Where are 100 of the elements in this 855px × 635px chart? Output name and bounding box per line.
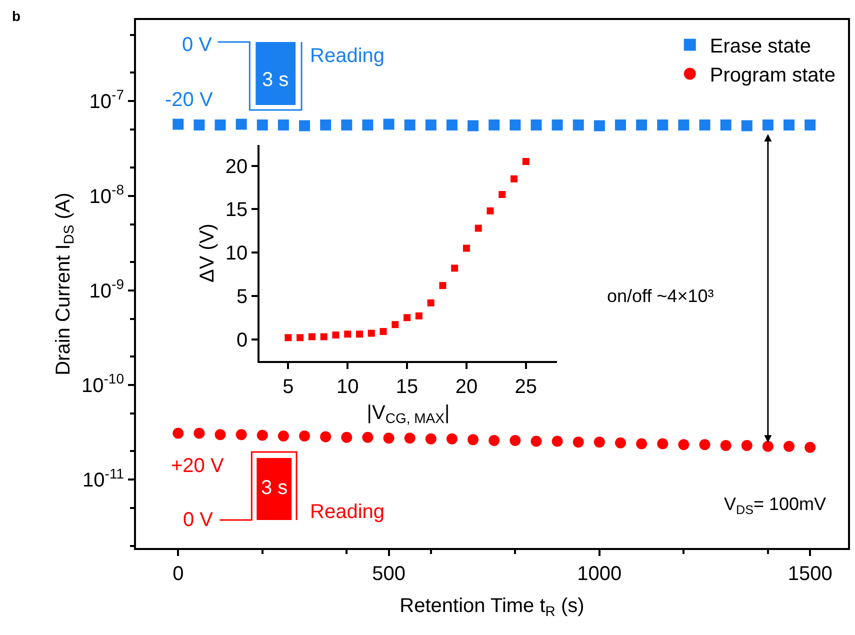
y-tick-label: 10$^{-11}$ <box>82 465 124 492</box>
point <box>404 119 416 130</box>
point <box>699 119 710 130</box>
point <box>699 439 710 450</box>
point <box>636 438 648 450</box>
point <box>510 175 518 182</box>
point <box>296 334 304 342</box>
x-tick-label: 500 <box>372 563 406 585</box>
x-tick-label: 15 <box>396 376 418 398</box>
point <box>299 430 310 442</box>
point <box>572 436 584 448</box>
point <box>284 334 292 342</box>
point <box>256 119 268 130</box>
point <box>451 264 458 272</box>
point <box>474 224 482 232</box>
y-tick-label: 10$^{-10}$ <box>82 370 124 398</box>
point <box>415 312 422 320</box>
point <box>762 440 774 452</box>
annotation: -20 V <box>165 89 214 111</box>
y-tick-label: 20 <box>225 156 248 178</box>
point <box>368 330 375 337</box>
x-tick-label: 1000 <box>577 563 622 585</box>
point <box>720 119 732 130</box>
point <box>486 207 494 214</box>
x-axis-title: Retention Time t$_{R}$ (s) <box>400 595 584 620</box>
point <box>427 299 434 306</box>
point <box>678 119 690 130</box>
point <box>392 321 399 328</box>
annotation: 0 V <box>183 509 214 531</box>
point <box>678 439 690 450</box>
point <box>468 434 479 446</box>
point <box>530 436 542 447</box>
point <box>530 119 542 130</box>
annotation: V$_{DS}$= 100mV <box>724 494 826 517</box>
x-tick-label: 25 <box>514 376 538 398</box>
point <box>522 158 530 165</box>
point <box>380 328 387 336</box>
point <box>383 118 394 130</box>
text: b <box>12 8 21 24</box>
point <box>278 119 289 130</box>
point <box>404 432 416 444</box>
point <box>320 431 332 442</box>
point <box>510 119 521 130</box>
y-tick-label: 10 <box>225 242 248 265</box>
annotation: 0 V <box>182 34 213 56</box>
point <box>657 438 668 450</box>
point <box>341 432 352 443</box>
x-axis-title: |V$_{CG, MAX}$| <box>366 402 450 426</box>
point <box>594 120 605 132</box>
point <box>615 119 626 130</box>
y-tick-label: 10$^{-9}$ <box>89 276 124 302</box>
y-tick-label: 10$^{-8}$ <box>89 181 124 208</box>
x-tick-label: 1500 <box>788 563 832 585</box>
point <box>425 119 436 130</box>
point <box>332 331 340 338</box>
point <box>278 430 289 442</box>
legend-label: Erase state <box>710 36 812 58</box>
point <box>741 120 752 132</box>
point <box>762 119 774 130</box>
point <box>439 282 446 290</box>
y-tick-label: 5 <box>236 286 248 308</box>
x-tick-label: 5 <box>282 376 294 398</box>
point <box>299 120 310 132</box>
point <box>720 440 732 451</box>
y-axis-title: ΔV (V) <box>196 224 218 282</box>
point <box>344 330 352 338</box>
point <box>615 437 626 448</box>
y-tick-label: 0 <box>236 329 248 352</box>
point <box>194 428 205 439</box>
annotation: Reading <box>310 45 385 67</box>
point <box>320 119 332 130</box>
point <box>172 428 184 439</box>
point <box>320 333 328 340</box>
point <box>804 442 816 453</box>
point <box>784 119 795 130</box>
annotation: +20 V <box>171 455 224 477</box>
point <box>214 119 226 130</box>
x-tick-label: 10 <box>336 376 359 398</box>
point <box>594 436 605 448</box>
point <box>510 434 521 446</box>
point <box>214 429 226 440</box>
legend-label: Program state <box>710 64 836 87</box>
point <box>462 244 470 252</box>
point <box>236 118 247 130</box>
point <box>256 430 268 441</box>
y-tick-label: 10$^{-7}$ <box>89 86 124 114</box>
y-tick-label: 15 <box>225 199 248 222</box>
point <box>446 433 458 444</box>
x-tick-label: 20 <box>455 376 478 398</box>
point <box>488 434 500 446</box>
point <box>498 190 506 198</box>
point <box>308 333 316 340</box>
point <box>236 429 247 440</box>
annotation: Reading <box>310 501 385 523</box>
point <box>784 440 795 452</box>
point <box>804 119 816 130</box>
point <box>172 118 184 130</box>
point <box>572 119 584 130</box>
point <box>356 330 364 338</box>
point <box>425 433 436 444</box>
